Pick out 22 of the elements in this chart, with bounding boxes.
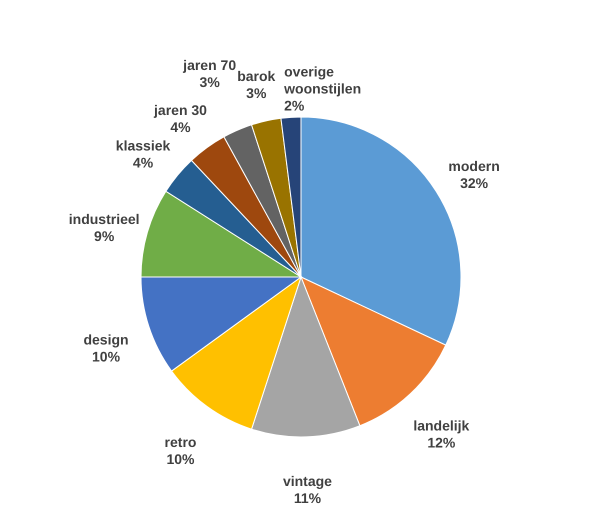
slice-label: modern [448,158,500,174]
slice-label: jaren 30 [153,102,208,118]
data-label: 10% [92,348,121,364]
data-label: 3% [200,74,220,90]
data-label: 3% [246,84,267,101]
slice-label: overige woonstijlen [283,63,362,96]
data-label: 11% [294,490,322,506]
data-label: 10% [166,450,196,467]
slice-label: landelijk [413,417,470,434]
slice-label: klassiek [116,137,171,154]
data-label: 4% [132,154,154,170]
data-label: 2% [284,97,305,114]
data-label: 9% [94,228,115,244]
slice-label: vintage [282,472,332,489]
slice-label: retro [164,434,196,450]
slice-label: jaren 70 [182,56,236,73]
data-label: 4% [170,119,192,136]
slice-label: industrieel [68,210,140,227]
slice-label: barok [237,68,276,84]
slice-label: design [83,331,129,348]
data-label: 32% [460,175,489,192]
data-label: 12% [427,434,456,450]
